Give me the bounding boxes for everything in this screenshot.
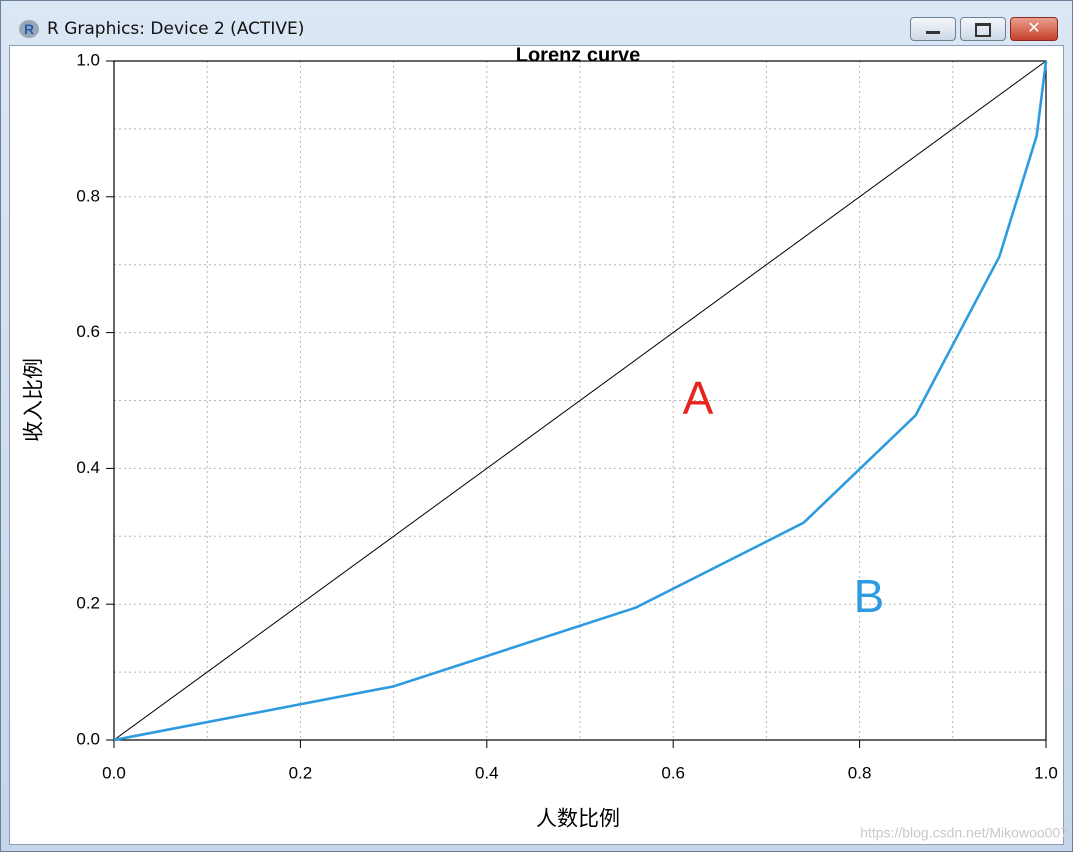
- window-title: R Graphics: Device 2 (ACTIVE): [47, 19, 305, 39]
- title-bar: R R Graphics: Device 2 (ACTIVE) ✕: [1, 1, 1072, 45]
- y-tick-label: 0.8: [76, 186, 100, 205]
- y-tick-label: 1.0: [76, 50, 100, 69]
- x-tick-label: 0.2: [289, 763, 313, 782]
- x-tick-label: 0.0: [102, 763, 126, 782]
- x-tick-label: 0.8: [848, 763, 872, 782]
- y-tick-label: 0.0: [76, 729, 100, 748]
- maximize-button[interactable]: [960, 17, 1006, 41]
- plot-frame: [113, 60, 1047, 741]
- x-tick-label: 1.0: [1034, 763, 1058, 782]
- watermark: https://blog.csdn.net/Mikowoo007: [860, 825, 1068, 841]
- line-series: [113, 60, 1047, 741]
- y-axis-label: 收入比例: [23, 358, 46, 442]
- chart-title: Lorenz curve: [516, 44, 640, 66]
- plot-device: [9, 45, 1064, 845]
- y-tick-label: 0.6: [76, 322, 100, 341]
- x-tick-label: 0.4: [475, 763, 499, 782]
- annotation: B: [854, 570, 885, 622]
- y-tick-label: 0.2: [76, 594, 100, 613]
- close-button[interactable]: ✕: [1010, 17, 1058, 41]
- x-tick-label: 0.6: [661, 763, 685, 782]
- line-series: [113, 60, 1048, 742]
- annotation: A: [683, 372, 714, 424]
- minimize-button[interactable]: [910, 17, 956, 41]
- y-tick-label: 0.4: [76, 458, 100, 477]
- x-axis-label: 人数比例: [536, 808, 620, 831]
- app-icon: R: [19, 20, 39, 38]
